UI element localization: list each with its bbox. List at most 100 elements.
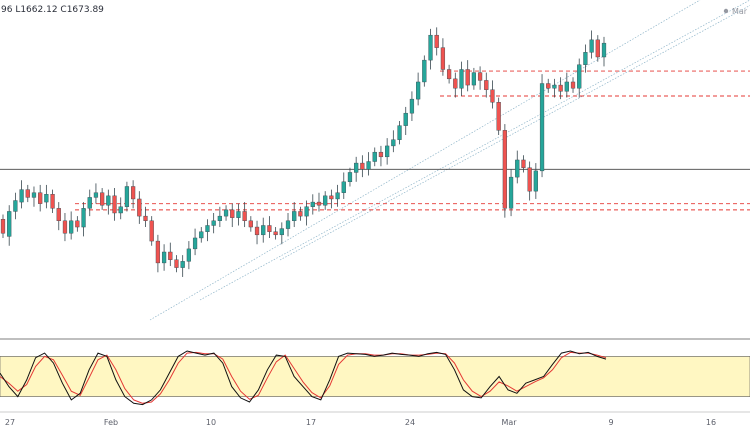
candle-down bbox=[100, 192, 105, 206]
x-tick-label: 27 bbox=[5, 418, 15, 427]
candle-up bbox=[335, 192, 340, 200]
candle-up bbox=[93, 192, 99, 198]
candle-down bbox=[174, 259, 179, 268]
candle-down bbox=[316, 201, 322, 206]
candle-up bbox=[310, 201, 315, 207]
candle-up bbox=[223, 209, 229, 217]
candle-up bbox=[304, 206, 309, 217]
candle-up bbox=[416, 81, 421, 100]
candle-up bbox=[211, 220, 216, 226]
candle-up bbox=[552, 84, 557, 89]
candle-up bbox=[19, 189, 24, 203]
candle-down bbox=[242, 211, 247, 222]
candle-down bbox=[484, 80, 489, 90]
candle-down bbox=[248, 220, 253, 228]
candle-down bbox=[446, 69, 452, 80]
candle-up bbox=[236, 211, 241, 218]
candle-up bbox=[422, 59, 427, 83]
candle-up bbox=[199, 231, 204, 239]
candle-down bbox=[496, 102, 501, 131]
candle-up bbox=[471, 72, 477, 86]
x-tick-label: 9 bbox=[608, 418, 613, 427]
candle-up bbox=[7, 211, 12, 237]
x-tick-label: 10 bbox=[206, 418, 216, 427]
candle-up bbox=[577, 64, 582, 89]
candle-down bbox=[595, 39, 600, 58]
candle-down bbox=[378, 151, 384, 158]
candle-up bbox=[279, 228, 284, 236]
candle-up bbox=[508, 176, 514, 209]
candle-down bbox=[570, 81, 576, 89]
candle-up bbox=[217, 215, 222, 221]
candle-up bbox=[31, 192, 37, 198]
candle-up bbox=[403, 112, 408, 126]
candle-up bbox=[533, 170, 538, 192]
channel-line bbox=[149, 0, 701, 321]
candle-down bbox=[155, 240, 161, 264]
candle-down bbox=[453, 78, 458, 89]
candle-down bbox=[434, 34, 439, 48]
candle-up bbox=[261, 225, 266, 236]
x-tick-label: Feb bbox=[104, 418, 118, 427]
ohlc-readout: 96 L1662.12 C1673.89 bbox=[1, 5, 104, 15]
candle-up bbox=[44, 194, 49, 203]
candle-down bbox=[168, 251, 173, 261]
candle-up bbox=[366, 161, 371, 170]
candle-down bbox=[56, 208, 61, 222]
candle-up bbox=[13, 200, 18, 212]
candle-up bbox=[428, 34, 433, 61]
candle-down bbox=[137, 198, 142, 217]
candle-down bbox=[298, 211, 303, 217]
stochastic-band bbox=[0, 356, 750, 397]
candle-up bbox=[372, 151, 377, 162]
candle-down bbox=[527, 167, 532, 192]
candle-up bbox=[192, 237, 198, 250]
candle-down bbox=[25, 189, 30, 198]
candle-up bbox=[564, 81, 569, 92]
candle-up bbox=[601, 42, 607, 58]
candle-up bbox=[161, 251, 167, 264]
candle-up bbox=[69, 220, 74, 234]
candle-up bbox=[409, 98, 415, 114]
candle-down bbox=[273, 231, 278, 236]
x-tick-label: 17 bbox=[306, 418, 316, 427]
candle-down bbox=[0, 219, 6, 234]
channel-line bbox=[279, 5, 750, 261]
candle-up bbox=[391, 139, 396, 147]
candle-down bbox=[143, 215, 148, 221]
candle-up bbox=[118, 206, 123, 214]
stochastic-k-line bbox=[0, 350, 607, 406]
candle-down bbox=[477, 72, 483, 81]
x-tick-label: 24 bbox=[405, 418, 415, 427]
candle-up bbox=[341, 181, 346, 193]
candle-up bbox=[583, 52, 588, 65]
candle-down bbox=[149, 220, 154, 242]
candle-up bbox=[347, 172, 353, 183]
stochastic-pane[interactable] bbox=[0, 350, 750, 406]
candle-down bbox=[360, 162, 365, 170]
candle-up bbox=[292, 211, 297, 222]
candle-down bbox=[329, 195, 334, 200]
candle-down bbox=[490, 89, 495, 103]
candle-down bbox=[50, 194, 55, 209]
candle-up bbox=[180, 261, 185, 268]
candle-down bbox=[546, 83, 551, 89]
time-axis: 27 Feb 10 17 24 Mar 9 16 bbox=[5, 418, 716, 427]
candle-up bbox=[459, 69, 464, 89]
candle-up bbox=[186, 248, 191, 262]
candle-down bbox=[230, 209, 235, 218]
price-pane[interactable] bbox=[0, 0, 750, 413]
candle-up bbox=[323, 195, 328, 206]
candle-down bbox=[254, 226, 260, 236]
candle-up bbox=[205, 225, 210, 232]
candle-up bbox=[106, 195, 111, 206]
marker-label: Mar bbox=[732, 7, 748, 16]
candle-down bbox=[465, 69, 470, 86]
x-tick-label: 16 bbox=[706, 418, 716, 427]
candle-down bbox=[75, 220, 80, 228]
candle-up bbox=[539, 83, 545, 172]
candle-down bbox=[521, 159, 526, 168]
candle-down bbox=[112, 195, 117, 214]
candle-down bbox=[62, 220, 68, 234]
